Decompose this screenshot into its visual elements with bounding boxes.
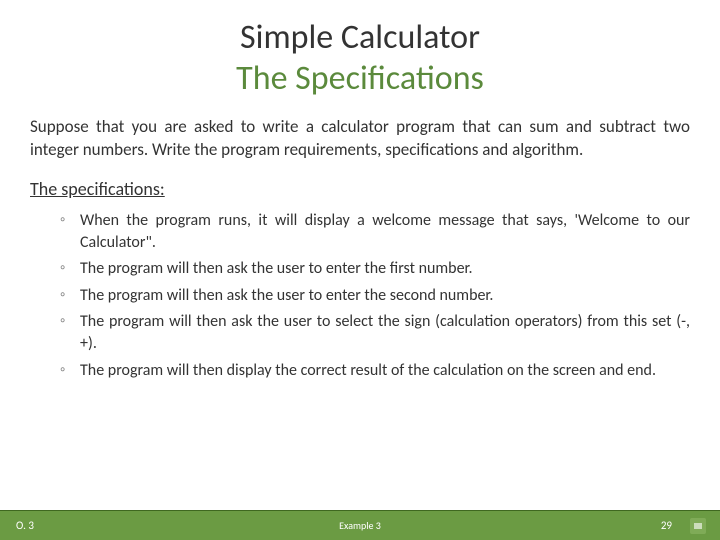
list-item: The program will then ask the user to en… — [64, 285, 690, 307]
intro-paragraph: Suppose that you are asked to write a ca… — [30, 116, 690, 162]
section-heading: The specifications: — [30, 178, 690, 200]
slide-footer: O. 3 Example 3 29 — [0, 510, 720, 540]
footer-page-number: 29 — [661, 519, 672, 532]
slide-title: Simple Calculator — [30, 18, 690, 57]
list-item: The program will then ask the user to en… — [64, 258, 690, 280]
footer-menu-icon — [690, 518, 706, 534]
slide-content: Simple Calculator The Specifications Sup… — [0, 0, 720, 381]
footer-center-text: Example 3 — [339, 519, 381, 532]
footer-left-text: O. 3 — [0, 519, 34, 532]
list-item: The program will then display the correc… — [64, 360, 690, 382]
list-item: The program will then ask the user to se… — [64, 311, 690, 354]
list-item: When the program runs, it will display a… — [64, 210, 690, 253]
slide-subtitle: The Specifications — [30, 59, 690, 98]
specifications-list: When the program runs, it will display a… — [30, 210, 690, 381]
